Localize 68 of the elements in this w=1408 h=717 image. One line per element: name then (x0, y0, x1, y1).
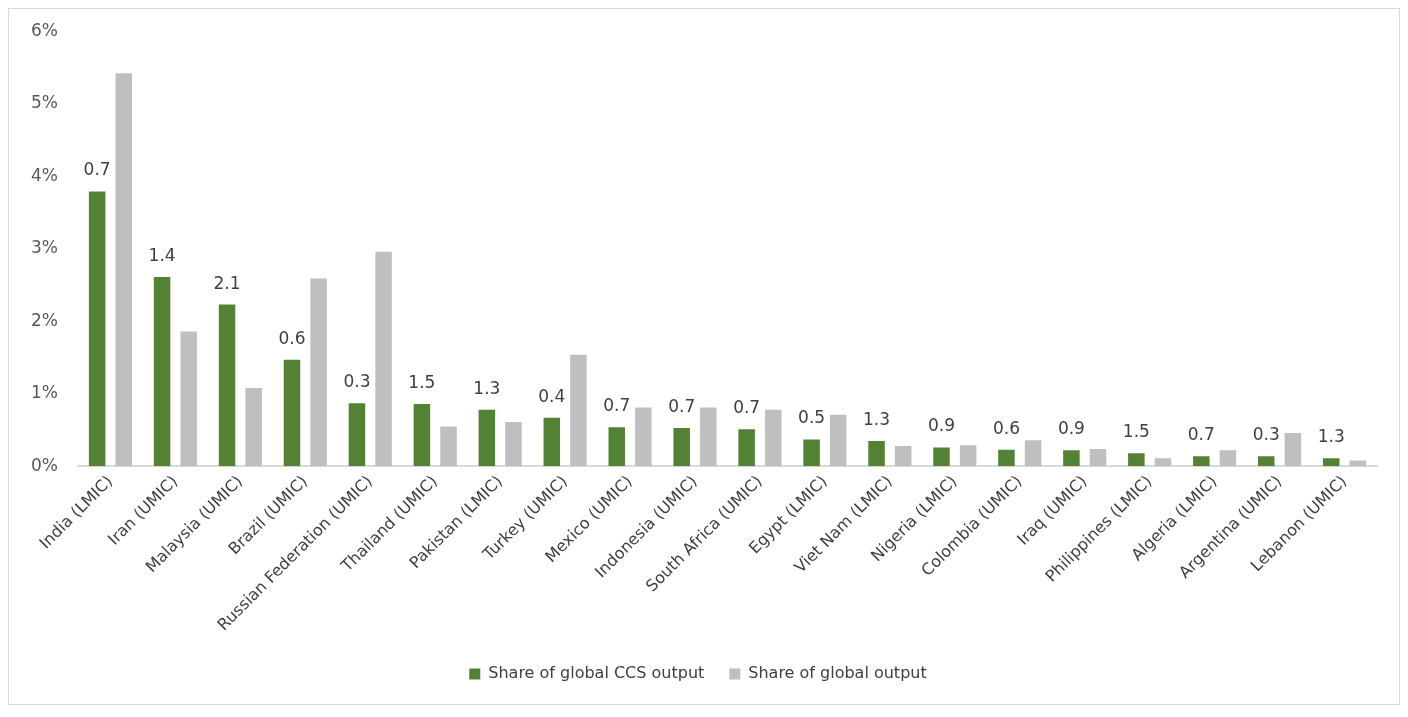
bar (570, 354, 587, 467)
bar (218, 304, 236, 467)
y-tick-label: 2% (30, 309, 58, 330)
annotation: 0.7 (83, 159, 111, 180)
bar (1219, 450, 1237, 467)
bar (375, 251, 392, 467)
annotation: 1.3 (1317, 426, 1345, 447)
legend-label: Share of global output (748, 663, 927, 683)
y-tick-label: 3% (30, 237, 58, 258)
bar (543, 417, 561, 467)
bar (1154, 458, 1172, 467)
bar (635, 407, 652, 467)
bar (1258, 456, 1275, 467)
y-tick-label: 6% (30, 19, 58, 40)
bar (738, 429, 755, 467)
bar (283, 359, 301, 467)
bar (894, 446, 912, 467)
annotation: 0.7 (668, 395, 696, 416)
bar (765, 409, 782, 467)
annotation: 1.3 (473, 377, 501, 398)
bar (673, 427, 690, 467)
annotation: 0.4 (538, 385, 566, 406)
bar (310, 278, 327, 467)
annotation: 0.3 (343, 371, 371, 392)
annotation: 1.5 (1122, 421, 1150, 442)
annotation: 0.6 (992, 417, 1020, 438)
bar (829, 414, 847, 467)
bar (1284, 432, 1302, 467)
bar (700, 407, 717, 467)
bar (998, 449, 1015, 467)
bar (1024, 440, 1042, 467)
y-tick-label: 0% (30, 454, 58, 475)
y-tick-label: 5% (30, 92, 58, 113)
bar (153, 277, 171, 467)
bar (348, 403, 366, 467)
bar (1089, 448, 1107, 467)
annotation: 0.9 (927, 415, 956, 436)
bar (1063, 450, 1080, 467)
annotation: 1.4 (148, 244, 176, 265)
annotation: 0.6 (278, 327, 306, 348)
legend-label: Share of global CCS output (488, 663, 705, 683)
bar (245, 388, 262, 467)
annotation: 0.7 (733, 397, 761, 418)
y-tick-label: 4% (30, 164, 58, 185)
annotation: 0.9 (1057, 418, 1085, 439)
bar (1193, 456, 1210, 467)
bar (1128, 453, 1145, 467)
annotation: 0.7 (603, 395, 631, 416)
bar (959, 445, 977, 467)
bar (868, 440, 885, 467)
bar (1322, 458, 1340, 467)
annotation: 0.3 (1252, 424, 1280, 445)
bar (413, 403, 431, 467)
bar (608, 427, 625, 467)
annotation: 1.5 (408, 371, 436, 392)
annotation: 0.5 (798, 407, 826, 428)
y-tick-label: 1% (30, 382, 58, 403)
bar (505, 422, 522, 467)
bar (478, 409, 496, 467)
bar (440, 426, 457, 467)
bar (933, 447, 950, 467)
bar (88, 191, 106, 467)
bar (803, 439, 820, 467)
bar (115, 73, 133, 467)
annotation: 0.7 (1187, 424, 1215, 445)
bar (180, 331, 197, 467)
annotation: 1.3 (863, 408, 891, 429)
annotation: 2.1 (213, 272, 241, 293)
